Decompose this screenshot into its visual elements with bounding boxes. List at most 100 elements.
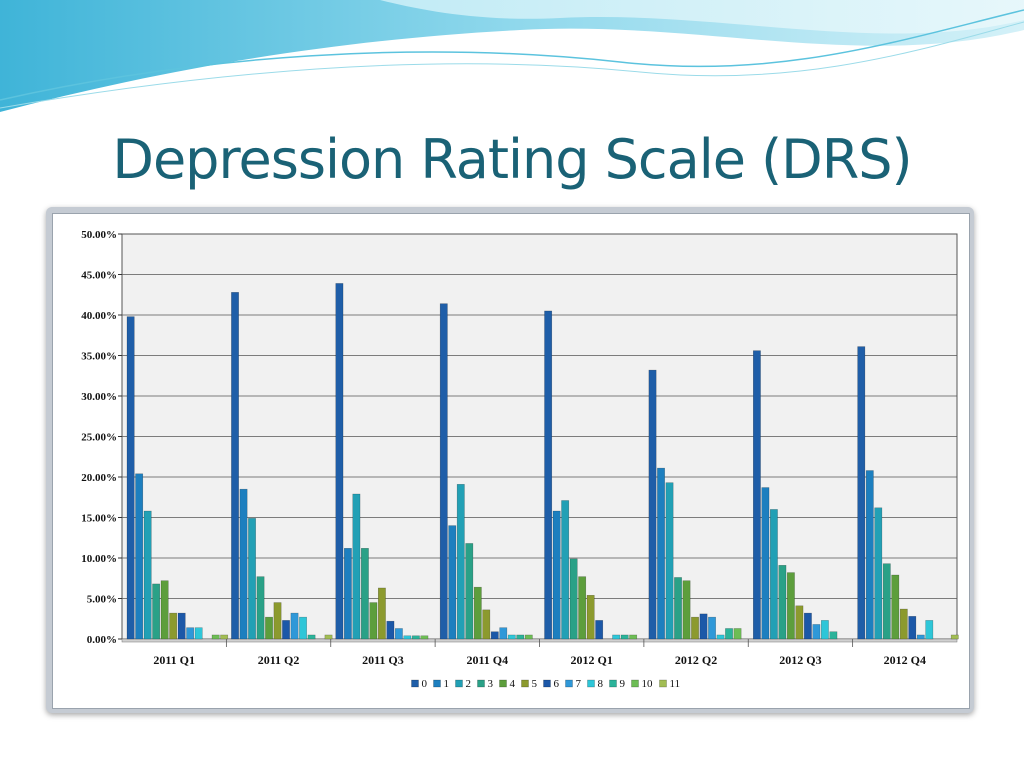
legend-swatch-7 (565, 679, 573, 688)
x-category-label: 2011 Q1 (153, 653, 195, 667)
bar-2011-q3-series-3 (361, 548, 369, 640)
bar-2012-q4-series-7 (916, 634, 925, 640)
x-category-label: 2012 Q4 (884, 653, 926, 667)
y-tick-label: 45.00% (81, 270, 117, 282)
bar-2012-q1-series-4 (578, 576, 587, 640)
slide-title: Depression Rating Scale (DRS) (112, 128, 912, 191)
bar-2012-q4-series-5 (899, 608, 908, 640)
bar-2012-q4-series-6 (908, 616, 917, 640)
legend-swatch-5 (521, 679, 529, 688)
bar-2011-q2-series-0 (231, 292, 239, 640)
bar-2012-q4-series-2 (874, 507, 883, 640)
bar-2012-q2-series-5 (691, 616, 699, 640)
legend-swatch-9 (609, 679, 617, 688)
bar-2012-q1-series-5 (586, 595, 595, 640)
bar-2012-q3-series-2 (770, 509, 778, 640)
bar-2012-q1-series-10 (629, 634, 638, 640)
bar-2011-q1-series-5 (169, 612, 178, 640)
legend-swatch-8 (587, 679, 595, 688)
bar-2011-q2-series-7 (290, 612, 299, 640)
x-category-label: 2012 Q1 (571, 653, 613, 667)
bar-2012-q3-series-3 (778, 565, 787, 640)
y-tick-label: 5.00% (87, 594, 117, 606)
bar-2011-q3-series-7 (395, 628, 403, 640)
legend-swatch-11 (659, 679, 667, 688)
bar-2011-q2-series-5 (273, 602, 282, 640)
legend-label-4: 4 (510, 678, 516, 690)
bar-2012-q1-series-2 (561, 500, 570, 640)
legend-swatch-3 (477, 679, 485, 688)
bar-2012-q3-series-9 (829, 631, 838, 640)
legend-label-6: 6 (554, 678, 560, 690)
legend: 0 1 2 3 4 5 6 7 8 9 10 11 (411, 678, 680, 690)
bar-2011-q3-series-5 (378, 587, 386, 640)
x-category-label: 2011 Q3 (362, 653, 404, 667)
bar-2012-q3-series-1 (761, 487, 770, 640)
bar-2011-q3-series-8 (403, 635, 412, 640)
bar-2011-q1-series-8 (194, 627, 203, 640)
bar-2012-q2-series-0 (648, 369, 657, 640)
bar-2011-q4-series-1 (448, 525, 457, 640)
bar-2012-q4-series-8 (925, 620, 934, 640)
bar-2012-q1-series-8 (612, 634, 621, 640)
x-category-label: 2011 Q2 (258, 653, 300, 667)
bar-2011-q4-series-10 (524, 634, 533, 640)
chart-frame: 0.00% 5.00% 10.00% 15.00% 20.00% 25.00% 30.00%… (46, 207, 974, 713)
bar-2011-q1-series-6 (177, 612, 186, 640)
legend-swatch-10 (631, 679, 639, 688)
legend-label-3: 3 (488, 678, 494, 690)
bar-2011-q1-series-2 (143, 510, 152, 640)
legend-swatch-1 (433, 679, 441, 688)
bar-2011-q2-series-11 (324, 634, 333, 640)
y-tick-label: 40.00% (81, 310, 117, 322)
bar-2012-q2-series-4 (682, 580, 691, 640)
bar-2012-q3-series-0 (753, 350, 761, 640)
bar-2011-q3-series-6 (386, 620, 395, 640)
y-tick-label: 15.00% (81, 513, 117, 525)
bar-2012-q3-series-7 (812, 624, 821, 640)
decorative-waves (0, 0, 1024, 112)
bar-2011-q3-series-2 (352, 493, 361, 640)
bar-2011-q1-series-11 (220, 634, 229, 640)
bar-2012-q2-series-2 (665, 482, 674, 640)
x-category-label: 2012 Q2 (675, 653, 717, 667)
chart-area: 0.00% 5.00% 10.00% 15.00% 20.00% 25.00% 30.00%… (52, 213, 970, 709)
bar-2012-q3-series-4 (787, 572, 795, 640)
bar-2011-q3-series-10 (420, 635, 429, 640)
bar-2011-q2-series-1 (239, 488, 248, 640)
bar-2011-q2-series-3 (256, 576, 265, 640)
y-tick-label: 50.00% (81, 229, 117, 241)
bar-2011-q1-series-4 (160, 580, 169, 640)
bar-2011-q2-series-2 (248, 518, 256, 640)
bar-2011-q4-series-6 (490, 631, 499, 640)
bar-2011-q1-series-3 (152, 583, 161, 640)
legend-swatch-2 (455, 679, 463, 688)
bar-2012-q1-series-3 (569, 558, 578, 640)
bar-2012-q4-series-0 (857, 346, 866, 640)
bar-2012-q3-series-8 (821, 620, 829, 640)
bar-2012-q2-series-8 (716, 634, 725, 640)
bar-2012-q3-series-5 (795, 605, 804, 640)
legend-swatch-4 (499, 679, 507, 688)
bar-2012-q3-series-6 (804, 612, 812, 640)
bar-2012-q2-series-1 (657, 467, 665, 640)
bar-2011-q4-series-9 (516, 634, 525, 640)
y-tick-label: 30.00% (81, 391, 117, 403)
bar-2012-q4-series-1 (865, 470, 874, 640)
legend-swatch-0 (411, 679, 419, 688)
bar-2012-q2-series-7 (708, 616, 716, 640)
x-category-label: 2011 Q4 (466, 653, 508, 667)
legend-label-1: 1 (444, 678, 450, 690)
bar-2011-q4-series-8 (507, 634, 516, 640)
bar-2012-q2-series-6 (699, 613, 708, 640)
bar-2012-q1-series-1 (552, 510, 561, 640)
y-tick-label: 0.00% (87, 634, 117, 646)
bar-2012-q4-series-3 (882, 563, 891, 640)
bar-2011-q2-series-9 (307, 634, 316, 640)
bar-2012-q2-series-3 (674, 577, 682, 640)
bar-2011-q3-series-0 (335, 283, 344, 640)
bar-2011-q4-series-3 (465, 543, 474, 640)
bar-2012-q1-series-6 (595, 620, 604, 640)
bar-2012-q4-series-11 (950, 634, 959, 640)
bar-2011-q3-series-1 (344, 548, 352, 640)
